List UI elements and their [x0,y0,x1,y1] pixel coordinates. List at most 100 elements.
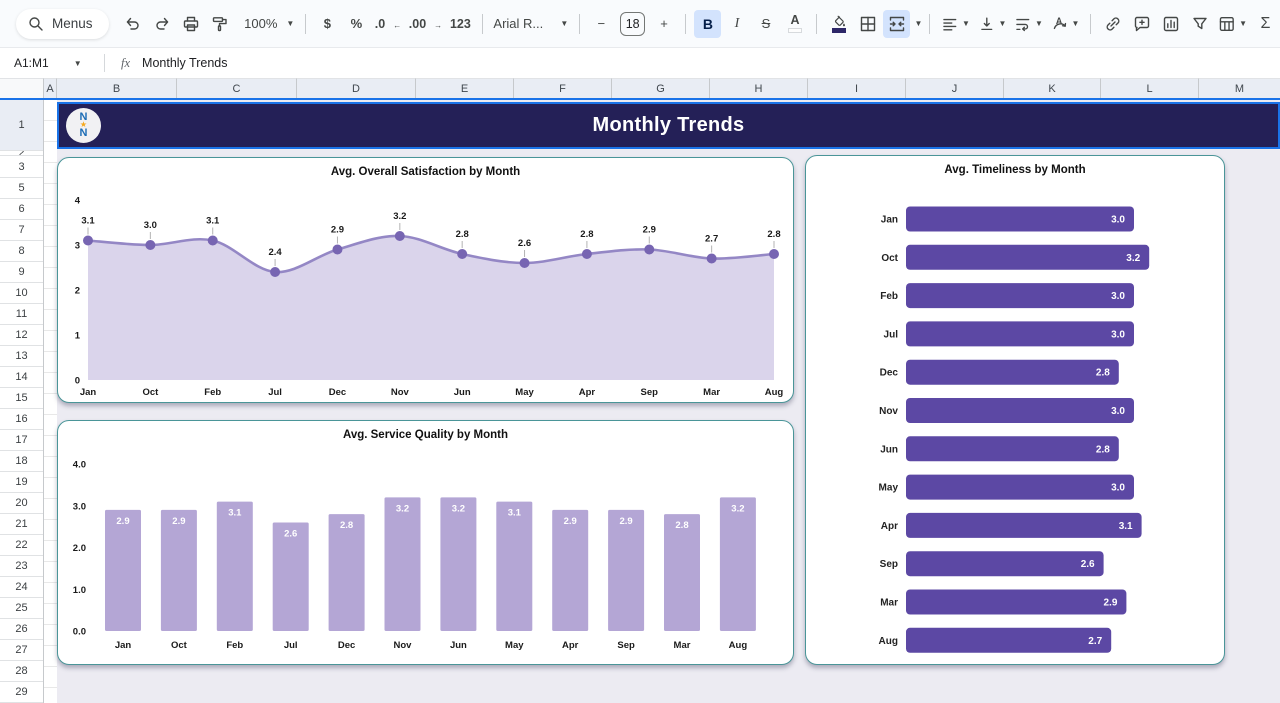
row-header-23[interactable]: 23 [0,556,43,577]
column-a-cells[interactable] [44,100,57,703]
merge-options-dropdown[interactable]: ▼ [914,19,923,28]
font-name: Arial R... [493,16,544,31]
row-header-24[interactable]: 24 [0,577,43,598]
column-header-D[interactable]: D [297,78,416,98]
column-header-E[interactable]: E [416,78,514,98]
svg-text:2.8: 2.8 [767,229,780,240]
text-rotation-button[interactable]: A ▼ [1048,10,1083,38]
svg-text:Jul: Jul [884,329,899,340]
row-header-27[interactable]: 27 [0,640,43,661]
column-header-B[interactable]: B [57,78,177,98]
column-header-I[interactable]: I [808,78,906,98]
row-header-19[interactable]: 19 [0,472,43,493]
font-selector[interactable]: Arial R... ▼ [491,10,571,38]
chart-satisfaction[interactable]: Avg. Overall Satisfaction by Month 4 3 2 1 0… [57,157,794,403]
bold-button[interactable]: B [694,9,722,38]
row-header-6[interactable]: 6 [0,199,43,220]
row-header-5[interactable]: 5 [0,178,43,199]
insert-comment-button[interactable] [1128,10,1155,38]
chart-service-quality[interactable]: Avg. Service Quality by Month 4.0 3.0 2.0 1… [57,420,794,665]
decrease-decimal-button[interactable]: .0 ← [372,10,404,38]
paint-format-button[interactable] [207,10,234,38]
row-header-20[interactable]: 20 [0,493,43,514]
text-color-button[interactable]: A [781,10,808,38]
redo-button[interactable] [149,10,176,38]
decrease-font-size-button[interactable]: − [588,10,615,38]
row-header-14[interactable]: 14 [0,367,43,388]
row-header-8[interactable]: 8 [0,241,43,262]
svg-text:3.1: 3.1 [206,216,220,227]
svg-text:0.0: 0.0 [73,627,86,638]
functions-button[interactable]: Σ [1252,10,1279,38]
name-box[interactable]: A1:M1 ▼ [0,56,100,70]
row-header-10[interactable]: 10 [0,283,43,304]
font-size-input[interactable]: 18 [619,11,646,36]
row-header-28[interactable]: 28 [0,661,43,682]
strikethrough-button[interactable]: S [752,10,779,38]
row-header-1[interactable]: 1 [0,100,43,151]
column-header-F[interactable]: F [514,78,612,98]
svg-text:Feb: Feb [204,387,221,398]
row-header-21[interactable]: 21 [0,514,43,535]
row-header-29[interactable]: 29 [0,682,43,703]
row-header-16[interactable]: 16 [0,409,43,430]
insert-link-button[interactable] [1099,10,1126,38]
borders-icon [860,16,876,31]
horizontal-align-button[interactable]: ▼ [938,10,973,38]
undo-button[interactable] [120,10,147,38]
row-header-9[interactable]: 9 [0,262,43,283]
column-header-M[interactable]: M [1199,78,1280,98]
borders-button[interactable] [854,10,881,38]
row-header-26[interactable]: 26 [0,619,43,640]
row-header-2[interactable]: 2 [0,151,43,156]
italic-button[interactable]: I [723,10,750,38]
create-filter-button[interactable] [1186,10,1213,38]
insert-chart-button[interactable] [1157,10,1184,38]
svg-text:1.0: 1.0 [73,585,86,596]
format-currency-button[interactable]: $ [314,10,341,38]
more-formats-button[interactable]: 123 [447,10,474,38]
row-header-15[interactable]: 15 [0,388,43,409]
merge-cells-button[interactable] [883,9,911,38]
svg-text:Sep: Sep [880,559,898,570]
fill-color-button[interactable] [825,10,852,38]
row-header-13[interactable]: 13 [0,346,43,367]
svg-text:2.9: 2.9 [643,225,656,236]
increase-font-size-button[interactable]: + [650,10,677,38]
row-header-7[interactable]: 7 [0,220,43,241]
column-header-G[interactable]: G [612,78,710,98]
row-header-18[interactable]: 18 [0,451,43,472]
format-percent-button[interactable]: % [343,10,370,38]
row-header-22[interactable]: 22 [0,535,43,556]
insert-table-button[interactable]: ▼ [1215,10,1250,38]
row-header-11[interactable]: 11 [0,304,43,325]
zoom-select[interactable]: 100% ▼ [236,10,297,38]
chart-timeliness[interactable]: Avg. Timeliness by Month Jan 3.0 Oct 3.2 Feb… [805,155,1225,665]
increase-decimal-button[interactable]: .00 → [406,10,445,38]
select-all-corner[interactable] [0,78,44,98]
svg-text:Oct: Oct [171,640,188,651]
vertical-align-button[interactable]: ▼ [975,10,1010,38]
banner-cell-selected[interactable]: N ★ N Monthly Trends [57,102,1280,149]
row-header-25[interactable]: 25 [0,598,43,619]
text-wrap-button[interactable]: ▼ [1011,10,1046,38]
row-header-12[interactable]: 12 [0,325,43,346]
column-header-L[interactable]: L [1101,78,1199,98]
column-header-A[interactable]: A [44,78,57,98]
column-header-K[interactable]: K [1004,78,1101,98]
svg-text:3.0: 3.0 [1111,291,1125,302]
menus-search[interactable]: Menus [16,8,109,39]
column-header-J[interactable]: J [906,78,1004,98]
print-button[interactable] [178,10,205,38]
row-header-3[interactable]: 3 [0,156,43,178]
fill-color-icon [834,15,845,26]
svg-text:3.2: 3.2 [452,503,465,514]
column-header-H[interactable]: H [710,78,808,98]
column-header-C[interactable]: C [177,78,297,98]
svg-text:4: 4 [75,196,81,207]
formula-bar-divider [104,54,105,72]
formula-input[interactable]: Monthly Trends [142,56,228,70]
sheet-grid[interactable]: N ★ N Monthly Trends Avg. Overall Satisf… [44,100,1280,703]
row-header-17[interactable]: 17 [0,430,43,451]
text-wrap-icon [1016,18,1030,31]
